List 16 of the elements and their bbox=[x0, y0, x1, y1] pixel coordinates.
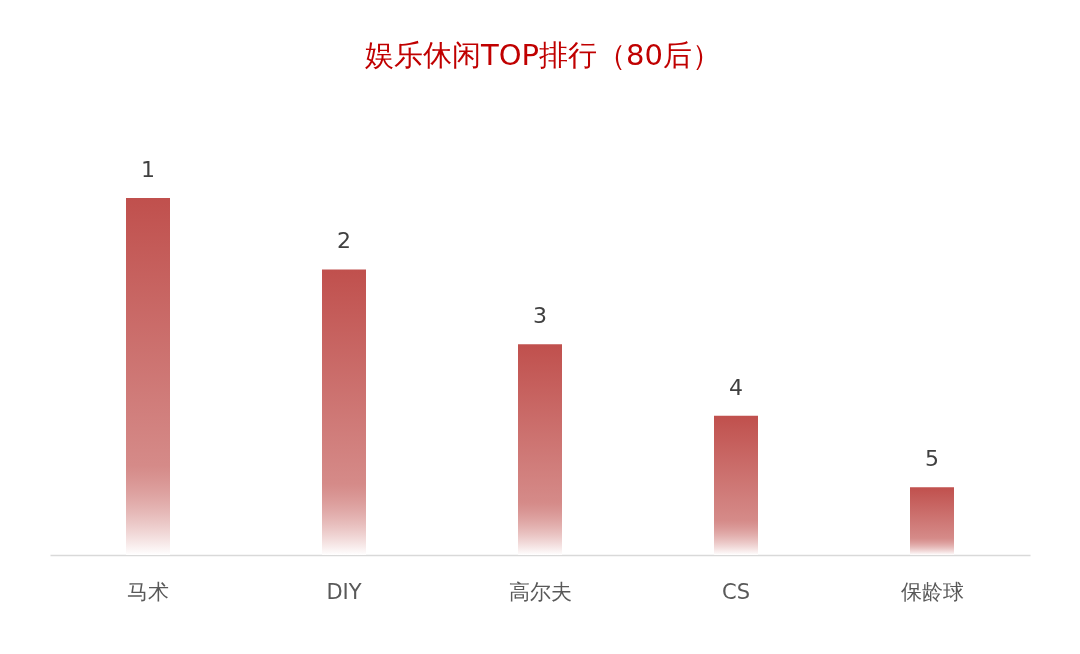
bar bbox=[910, 487, 954, 555]
annotation: 4 bbox=[729, 374, 743, 400]
bar bbox=[714, 415, 758, 555]
annotation: 2 bbox=[337, 228, 351, 254]
annotation: 1 bbox=[141, 157, 155, 182]
annotation: 5 bbox=[925, 446, 939, 472]
chart-title: 娱乐休闲TOP排行（80后） bbox=[365, 38, 721, 72]
x-tick-label: DIY bbox=[326, 579, 362, 604]
bar bbox=[518, 344, 562, 555]
x-tick-label: 马术 bbox=[127, 579, 169, 604]
x-tick-label: 保龄球 bbox=[900, 579, 964, 604]
annotation: 3 bbox=[533, 303, 547, 329]
bar bbox=[126, 198, 170, 555]
x-tick-label: 高尔夫 bbox=[508, 579, 572, 604]
bar bbox=[322, 269, 366, 555]
x-tick-label: CS bbox=[722, 579, 750, 604]
